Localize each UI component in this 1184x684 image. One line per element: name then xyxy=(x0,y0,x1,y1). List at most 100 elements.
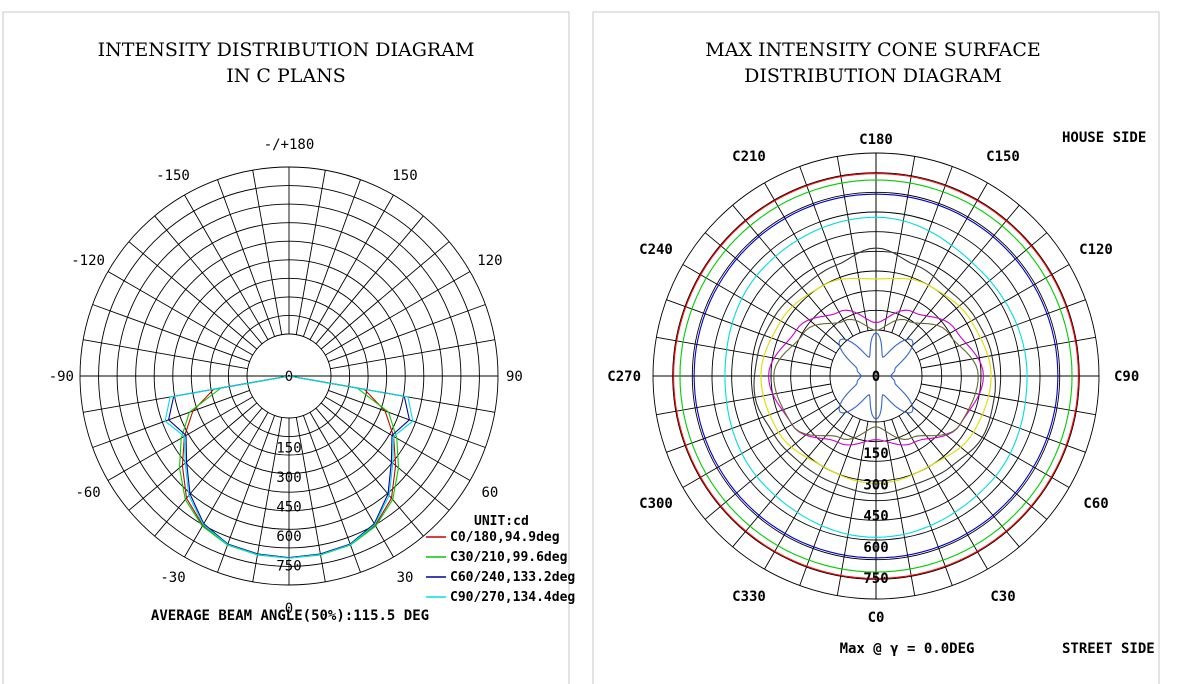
left-angle-label: 0 xyxy=(285,601,293,617)
right-radial-label: 450 xyxy=(863,509,888,525)
left-angle-label: -30 xyxy=(160,570,185,586)
left-grid-spoke xyxy=(128,402,258,511)
legend-entry: C0/180,94.9deg xyxy=(450,530,560,545)
house-side-label: HOUSE SIDE xyxy=(1062,130,1146,146)
right-grid-spoke xyxy=(883,156,916,331)
left-grid-spoke xyxy=(154,407,263,537)
right-angle-label: C0 xyxy=(868,610,885,626)
left-angle-labels: -/+180-150 150-120 120-90 90-60 60-30 300 xyxy=(49,137,523,617)
left-grid-spoke xyxy=(315,215,424,345)
left-grid-spoke xyxy=(328,304,486,363)
left-series-group xyxy=(164,375,414,559)
right-series-line xyxy=(673,173,1079,579)
right-grid-spoke xyxy=(910,232,1048,347)
left-radial-label: 0 xyxy=(285,369,293,385)
left-grid-spoke xyxy=(128,241,258,350)
left-radial-labels: 0 150 300 450 600 750 xyxy=(276,369,301,574)
left-panel-frame xyxy=(2,11,570,684)
left-radial-label: 750 xyxy=(276,558,301,574)
left-polar-grid xyxy=(79,166,499,586)
left-grid-spoke xyxy=(107,271,253,356)
right-grid-spoke xyxy=(891,419,953,586)
left-grid-spoke xyxy=(154,215,263,345)
right-angle-label: C180 xyxy=(859,132,893,148)
right-grid-spoke xyxy=(764,415,854,570)
left-angle-label: -150 xyxy=(156,168,190,184)
right-grid-spoke xyxy=(666,299,833,361)
right-series-line xyxy=(693,193,1059,559)
legend-entry: C60/240,133.2deg xyxy=(450,570,575,585)
right-angle-labels: C180 C150 C210 C120 C240 C90 C270 C60 C300 C30 C33… xyxy=(607,132,1139,626)
right-grid-spoke xyxy=(704,405,842,520)
right-grid-spoke xyxy=(732,204,847,342)
left-angle-label: 30 xyxy=(397,570,414,586)
right-angle-label: C210 xyxy=(732,149,766,165)
right-angle-label: C150 xyxy=(986,149,1020,165)
left-grid-spoke xyxy=(92,304,250,363)
left-radial-label: 600 xyxy=(276,529,301,545)
left-grid-spoke xyxy=(309,412,394,558)
right-grid-spoke xyxy=(891,166,953,333)
right-series-group xyxy=(673,173,1079,579)
right-grid-spoke xyxy=(656,336,831,369)
right-panel: MAX INTENSITY CONE SURFACE DISTRIBUTION … xyxy=(592,11,1160,684)
right-grid-spoke xyxy=(919,391,1086,453)
right-radial-label: 150 xyxy=(863,446,888,462)
right-angle-label: C240 xyxy=(639,242,673,258)
left-grid-spoke xyxy=(320,241,450,350)
left-grid-spoke xyxy=(328,389,486,448)
right-series-line xyxy=(679,179,1073,573)
right-series-line xyxy=(773,318,979,440)
left-grid-spoke xyxy=(302,179,361,337)
right-grid-spoke xyxy=(898,182,988,337)
left-title-line-1: INTENSITY DISTRIBUTION DIAGRAM xyxy=(98,39,475,61)
right-radial-label: 600 xyxy=(863,540,888,556)
left-grid-spoke xyxy=(302,415,361,573)
right-angle-label: C300 xyxy=(639,496,673,512)
right-title-line-2: DISTRIBUTION DIAGRAM xyxy=(744,65,1002,87)
left-angle-label: 120 xyxy=(477,253,502,269)
left-grid-spoke xyxy=(330,339,495,370)
right-grid-spoke xyxy=(799,419,861,586)
right-angle-label: C90 xyxy=(1114,369,1139,385)
right-polar-grid xyxy=(652,152,1100,600)
left-radial-label: 150 xyxy=(276,441,301,457)
left-angle-label: -120 xyxy=(71,253,105,269)
right-grid-spoke xyxy=(682,264,837,354)
right-grid-spoke xyxy=(915,398,1070,488)
left-grid-spoke xyxy=(315,407,424,537)
left-series-line xyxy=(164,375,414,559)
right-series-line xyxy=(753,247,996,495)
left-grid-spoke xyxy=(83,339,248,370)
right-grid-spoke xyxy=(921,383,1096,416)
left-grid-spoke xyxy=(325,396,471,481)
right-angle-label: C270 xyxy=(607,369,641,385)
right-grid-spoke xyxy=(919,299,1086,361)
left-angle-label: 150 xyxy=(392,168,417,184)
left-angle-label: -90 xyxy=(49,369,74,385)
right-grid-spoke xyxy=(836,421,869,596)
left-grid-spoke xyxy=(320,402,450,511)
left-grid-spoke xyxy=(184,412,269,558)
right-grid-spoke xyxy=(732,410,847,548)
left-legend: C0/180,94.9deg C30/210,99.6deg C60/240,133… xyxy=(426,530,575,605)
left-grid-spoke xyxy=(325,271,471,356)
left-grid-spoke xyxy=(217,179,276,337)
left-grid-spoke xyxy=(295,170,326,335)
right-grid-spoke xyxy=(682,398,837,488)
left-angle-label: 60 xyxy=(481,485,498,501)
right-grid-spoke xyxy=(656,383,831,416)
right-grid-spoke xyxy=(905,204,1020,342)
legend-entry: C90/270,134.4deg xyxy=(450,590,575,605)
right-angle-label: C330 xyxy=(732,589,766,605)
right-grid-spoke xyxy=(764,182,854,337)
right-title-line-1: MAX INTENSITY CONE SURFACE xyxy=(705,39,1040,61)
street-side-label: STREET SIDE xyxy=(1062,641,1155,657)
right-angle-label: C30 xyxy=(990,589,1015,605)
right-grid-spoke xyxy=(910,405,1048,520)
left-title-line-2: IN C PLANS xyxy=(226,65,346,87)
right-radial-label: 750 xyxy=(863,571,888,587)
right-grid-spoke xyxy=(666,391,833,453)
right-grid-spoke xyxy=(898,415,988,570)
